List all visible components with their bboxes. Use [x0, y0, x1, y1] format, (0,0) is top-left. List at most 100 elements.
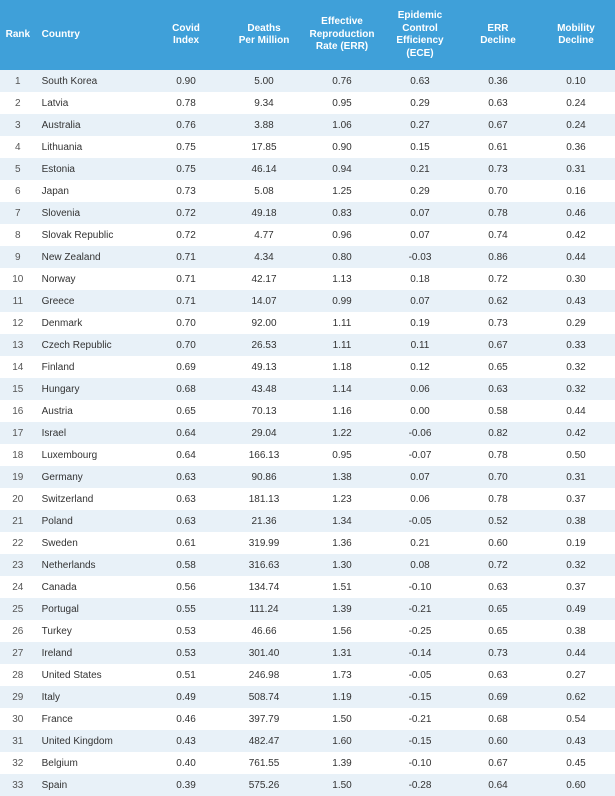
country-cell: Finland: [36, 356, 147, 378]
ece-cell: 0.29: [381, 180, 459, 202]
err-cell: 0.80: [303, 246, 381, 268]
ece-cell: 0.00: [381, 400, 459, 422]
err-cell: 1.13: [303, 268, 381, 290]
country-cell: Spain: [36, 774, 147, 796]
err-cell: 0.94: [303, 158, 381, 180]
err-decline-cell: 0.60: [459, 532, 537, 554]
country-cell: Slovenia: [36, 202, 147, 224]
deaths-pm-cell: 14.07: [225, 290, 303, 312]
covid-index-cell: 0.43: [147, 730, 225, 752]
covid-index-cell: 0.71: [147, 290, 225, 312]
mobility-decline-cell: 0.38: [537, 620, 615, 642]
rank-cell: 1: [0, 70, 36, 92]
deaths-pm-cell: 17.85: [225, 136, 303, 158]
covid-index-cell: 0.70: [147, 334, 225, 356]
deaths-pm-cell: 43.48: [225, 378, 303, 400]
deaths-pm-cell: 21.36: [225, 510, 303, 532]
err-decline-cell: 0.73: [459, 158, 537, 180]
ece-cell: 0.63: [381, 70, 459, 92]
col-err: EffectiveReproductionRate (ERR): [303, 0, 381, 70]
ece-cell: 0.07: [381, 290, 459, 312]
ece-cell: 0.19: [381, 312, 459, 334]
table-row: 3Australia0.763.881.060.270.670.24: [0, 114, 615, 136]
rank-cell: 33: [0, 774, 36, 796]
mobility-decline-cell: 0.42: [537, 422, 615, 444]
mobility-decline-cell: 0.32: [537, 554, 615, 576]
country-cell: New Zealand: [36, 246, 147, 268]
deaths-pm-cell: 319.99: [225, 532, 303, 554]
rank-cell: 10: [0, 268, 36, 290]
table-row: 4Lithuania0.7517.850.900.150.610.36: [0, 136, 615, 158]
ece-cell: -0.06: [381, 422, 459, 444]
table-row: 30France0.46397.791.50-0.210.680.54: [0, 708, 615, 730]
covid-index-cell: 0.56: [147, 576, 225, 598]
err-decline-cell: 0.82: [459, 422, 537, 444]
rank-cell: 7: [0, 202, 36, 224]
err-decline-cell: 0.65: [459, 356, 537, 378]
ece-cell: -0.28: [381, 774, 459, 796]
deaths-pm-cell: 181.13: [225, 488, 303, 510]
ece-cell: 0.06: [381, 378, 459, 400]
country-cell: Austria: [36, 400, 147, 422]
err-cell: 1.14: [303, 378, 381, 400]
covid-index-cell: 0.69: [147, 356, 225, 378]
covid-index-cell: 0.61: [147, 532, 225, 554]
ece-cell: -0.14: [381, 642, 459, 664]
country-cell: Italy: [36, 686, 147, 708]
covid-index-cell: 0.64: [147, 422, 225, 444]
deaths-pm-cell: 482.47: [225, 730, 303, 752]
err-decline-cell: 0.52: [459, 510, 537, 532]
err-cell: 1.31: [303, 642, 381, 664]
ece-cell: 0.29: [381, 92, 459, 114]
err-decline-cell: 0.72: [459, 268, 537, 290]
deaths-pm-cell: 111.24: [225, 598, 303, 620]
country-cell: France: [36, 708, 147, 730]
rank-cell: 28: [0, 664, 36, 686]
covid-index-cell: 0.49: [147, 686, 225, 708]
deaths-pm-cell: 5.00: [225, 70, 303, 92]
table-row: 6Japan0.735.081.250.290.700.16: [0, 180, 615, 202]
col-err-decline: ERRDecline: [459, 0, 537, 70]
mobility-decline-cell: 0.24: [537, 92, 615, 114]
country-cell: Greece: [36, 290, 147, 312]
mobility-decline-cell: 0.16: [537, 180, 615, 202]
ece-cell: 0.07: [381, 466, 459, 488]
country-cell: Belgium: [36, 752, 147, 774]
ece-cell: 0.06: [381, 488, 459, 510]
table-row: 15Hungary0.6843.481.140.060.630.32: [0, 378, 615, 400]
country-cell: Portugal: [36, 598, 147, 620]
err-decline-cell: 0.36: [459, 70, 537, 92]
country-cell: Turkey: [36, 620, 147, 642]
col-ece: EpidemicControlEfficiency(ECE): [381, 0, 459, 70]
err-cell: 1.56: [303, 620, 381, 642]
covid-index-cell: 0.46: [147, 708, 225, 730]
deaths-pm-cell: 4.77: [225, 224, 303, 246]
err-decline-cell: 0.78: [459, 202, 537, 224]
mobility-decline-cell: 0.37: [537, 488, 615, 510]
deaths-pm-cell: 9.34: [225, 92, 303, 114]
country-cell: United Kingdom: [36, 730, 147, 752]
country-cell: Czech Republic: [36, 334, 147, 356]
col-deaths-pm: DeathsPer Million: [225, 0, 303, 70]
country-cell: Lithuania: [36, 136, 147, 158]
ece-cell: 0.18: [381, 268, 459, 290]
err-decline-cell: 0.62: [459, 290, 537, 312]
country-cell: Slovak Republic: [36, 224, 147, 246]
rank-cell: 6: [0, 180, 36, 202]
table-row: 17Israel0.6429.041.22-0.060.820.42: [0, 422, 615, 444]
country-cell: Denmark: [36, 312, 147, 334]
table-body: 1South Korea0.905.000.760.630.360.102Lat…: [0, 70, 615, 796]
country-cell: Germany: [36, 466, 147, 488]
deaths-pm-cell: 70.13: [225, 400, 303, 422]
mobility-decline-cell: 0.10: [537, 70, 615, 92]
rank-cell: 9: [0, 246, 36, 268]
covid-index-cell: 0.51: [147, 664, 225, 686]
table-row: 26Turkey0.5346.661.56-0.250.650.38: [0, 620, 615, 642]
rank-cell: 5: [0, 158, 36, 180]
err-cell: 1.36: [303, 532, 381, 554]
table-row: 25Portugal0.55111.241.39-0.210.650.49: [0, 598, 615, 620]
rank-cell: 23: [0, 554, 36, 576]
col-country: Country: [36, 0, 147, 70]
rank-cell: 2: [0, 92, 36, 114]
table-row: 11Greece0.7114.070.990.070.620.43: [0, 290, 615, 312]
